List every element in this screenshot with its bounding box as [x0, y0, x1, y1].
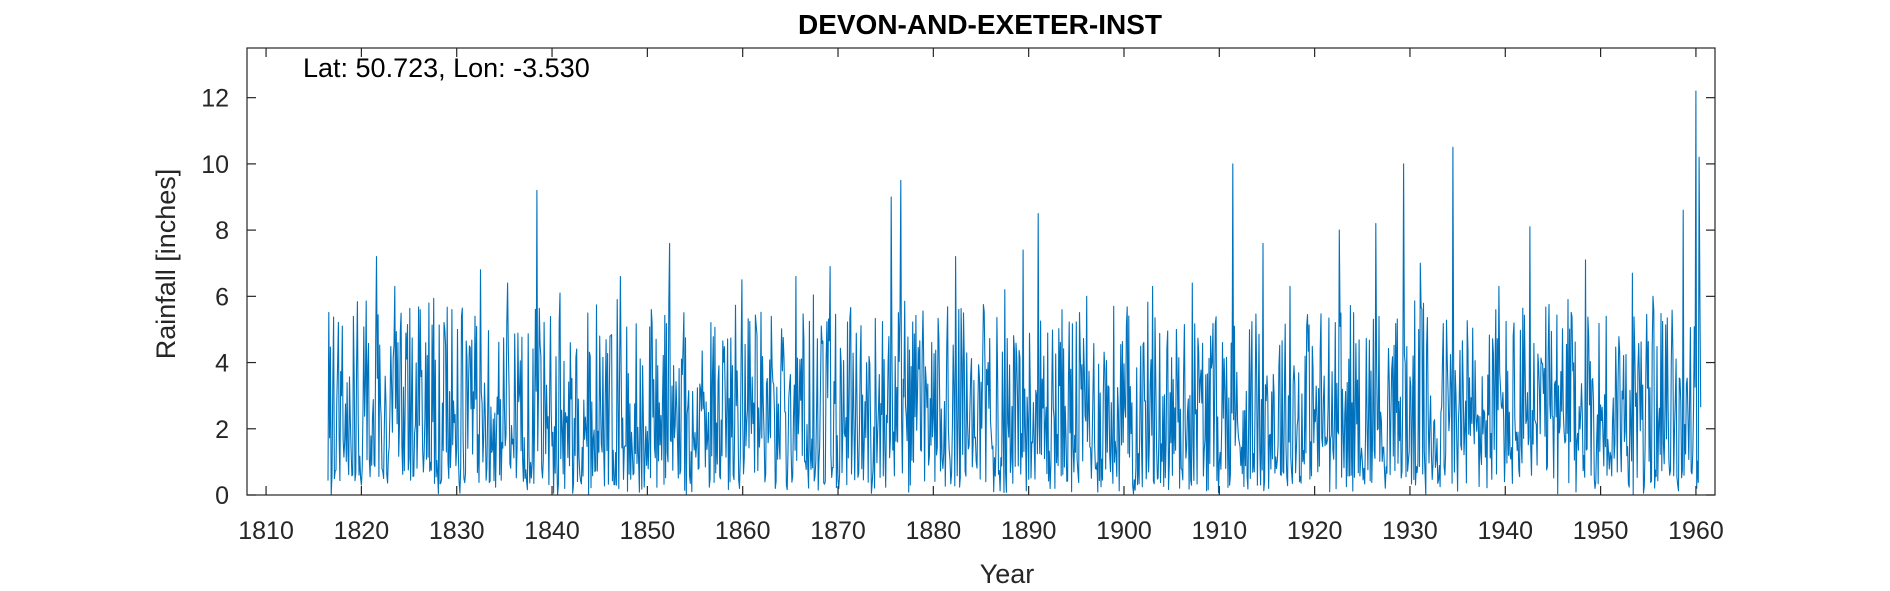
- x-tick-label: 1920: [1287, 517, 1343, 545]
- x-tick-label: 1950: [1573, 517, 1629, 545]
- x-axis-label: Year: [980, 559, 1035, 589]
- x-tick-label: 1880: [906, 517, 962, 545]
- axes: 1810 1820 1830 1840 1850 1860 1870 1880 1890 1900…: [201, 47, 1724, 545]
- x-tick-label: 1860: [715, 517, 771, 545]
- x-tick-label: 1850: [620, 517, 676, 545]
- x-tick-label: 1900: [1096, 517, 1152, 545]
- rainfall-series-line: [327, 90, 1702, 496]
- y-tick-label: 2: [215, 416, 229, 444]
- x-tick-label: 1910: [1191, 517, 1247, 545]
- y-tick-label: 0: [215, 482, 229, 510]
- y-tick-label: 6: [215, 283, 229, 311]
- y-tick-label: 4: [215, 350, 229, 378]
- location-annotation: Lat: 50.723, Lon: -3.530: [303, 53, 590, 83]
- x-tick-label: 1830: [429, 517, 485, 545]
- y-axis-label: Rainfall [inches]: [151, 169, 181, 360]
- x-tick-label: 1930: [1382, 517, 1438, 545]
- x-tick-label: 1940: [1477, 517, 1533, 545]
- plot-area: [327, 90, 1702, 496]
- x-tick-label: 1870: [810, 517, 866, 545]
- chart-title: DEVON-AND-EXETER-INST: [798, 9, 1162, 40]
- x-tick-label: 1890: [1001, 517, 1057, 545]
- x-tick-label: 1820: [334, 517, 390, 545]
- y-tick-label: 12: [201, 85, 229, 113]
- plot-box: [246, 47, 1716, 496]
- x-tick-label: 1960: [1668, 517, 1724, 545]
- x-tick-label: 1810: [238, 517, 294, 545]
- y-tick-label: 8: [215, 217, 229, 245]
- x-tick-label: 1840: [524, 517, 580, 545]
- y-tick-label: 10: [201, 151, 229, 179]
